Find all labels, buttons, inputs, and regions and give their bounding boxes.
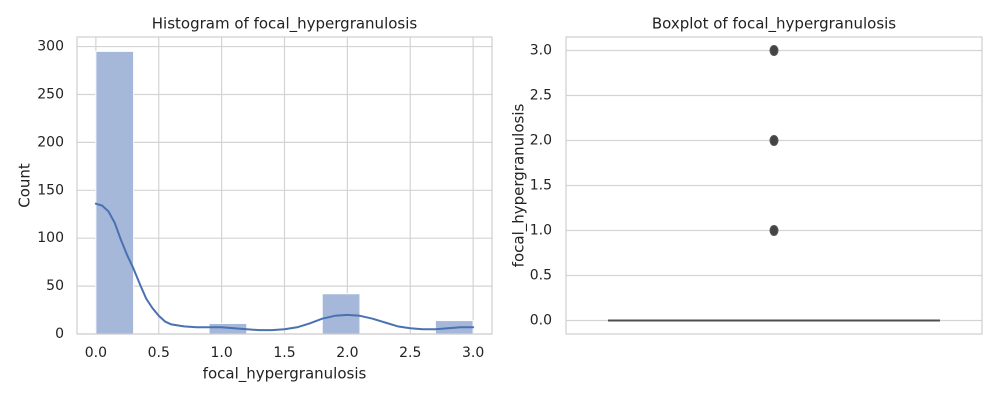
hist-x-tick-label: 1.5	[273, 345, 295, 361]
hist-y-tick-label: 200	[37, 134, 64, 150]
box-y-tick-label: 1.5	[530, 178, 552, 194]
histogram-x-axis-label: focal_hypergranulosis	[203, 365, 367, 384]
hist-x-tick-label: 1.0	[210, 345, 232, 361]
box-y-tick-label: 2.5	[530, 88, 552, 104]
boxplot-outlier	[769, 225, 779, 236]
hist-x-tick-label: 3.0	[462, 345, 484, 361]
histogram-panel: 0.0 0.5 1.0 1.5 2.0 2.5 3.0 0 50 100 150 200 250 300 H…	[16, 15, 493, 384]
box-y-tick-label: 1.0	[530, 223, 552, 239]
box-y-tick-label: 0.5	[530, 268, 552, 284]
hist-x-tick-label: 0.5	[148, 345, 170, 361]
hist-y-tick-label: 50	[46, 278, 64, 294]
kde-line	[94, 202, 475, 332]
boxplot-title: Boxplot of focal_hypergranulosis	[652, 15, 896, 34]
hist-x-tick-label: 2.5	[399, 345, 421, 361]
histogram-y-axis-label: Count	[16, 163, 34, 208]
boxplot-panel: 0.0 0.5 1.0 1.5 2.0 2.5 3.0 Boxplot of focal_hy…	[510, 15, 983, 335]
box-y-tick-label: 3.0	[530, 43, 552, 59]
hist-y-tick-label: 150	[37, 182, 64, 198]
boxplot-y-axis-label: focal_hypergranulosis	[510, 103, 529, 267]
box-y-tick-label: 2.0	[530, 133, 552, 149]
histogram-title: Histogram of focal_hypergranulosis	[152, 15, 418, 34]
boxplot-outlier	[769, 45, 779, 56]
histogram-axes-frame	[76, 36, 493, 335]
hist-y-tick-label: 0	[55, 326, 64, 342]
hist-y-tick-label: 250	[37, 86, 64, 102]
box-y-tick-label: 0.0	[530, 313, 552, 329]
hist-x-tick-label: 2.0	[336, 345, 358, 361]
hist-y-tick-label: 300	[37, 39, 64, 55]
boxplot-outlier	[769, 135, 779, 146]
hist-y-tick-label: 100	[37, 230, 64, 246]
boxplot-axes-frame	[565, 36, 983, 335]
hist-bar	[95, 50, 135, 335]
hist-x-tick-label: 0.0	[85, 345, 107, 361]
hist-bar	[321, 293, 361, 335]
